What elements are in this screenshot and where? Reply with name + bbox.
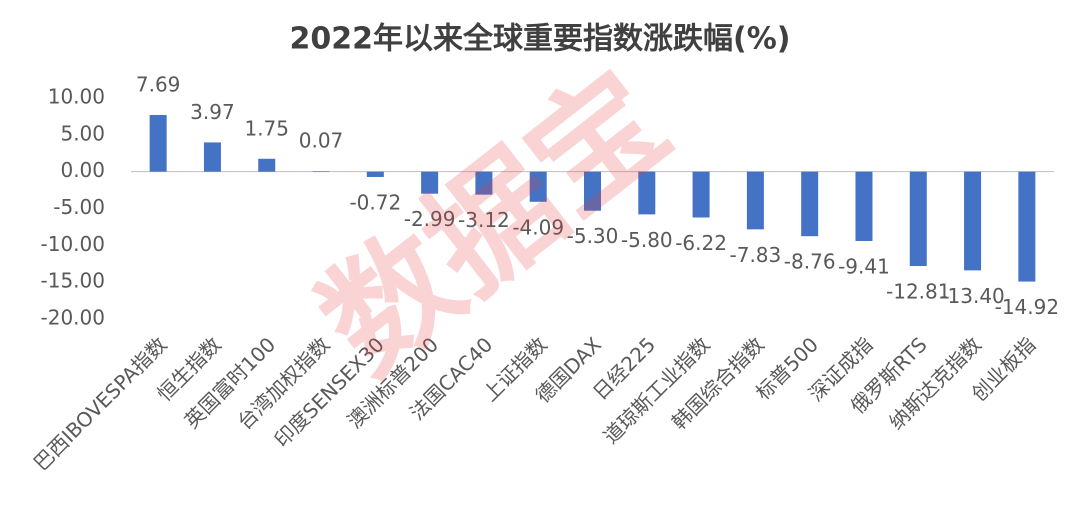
bar xyxy=(421,171,439,194)
value-label: 1.75 xyxy=(244,116,289,140)
y-tick-label: -5.00 xyxy=(53,195,105,219)
bar xyxy=(529,171,547,202)
value-label: -8.76 xyxy=(784,250,836,274)
bar xyxy=(909,171,927,267)
value-label: -2.99 xyxy=(404,207,456,231)
y-tick-label: 10.00 xyxy=(48,85,105,109)
value-label: -9.41 xyxy=(838,254,890,278)
value-label: -7.83 xyxy=(730,243,782,267)
bar xyxy=(1018,171,1036,282)
value-label: 7.69 xyxy=(136,73,181,97)
y-tick-label: 0.00 xyxy=(60,158,105,182)
value-label: -4.09 xyxy=(512,215,564,239)
bar xyxy=(638,171,656,215)
bar xyxy=(855,171,873,241)
bar xyxy=(746,171,764,230)
value-label: -3.12 xyxy=(458,208,510,232)
value-label: 3.97 xyxy=(190,100,235,124)
value-label: 0.07 xyxy=(299,129,344,153)
y-tick-label: 5.00 xyxy=(60,121,105,145)
bar xyxy=(203,142,221,172)
chart-title: 2022年以来全球重要指数涨跌幅(%) xyxy=(290,22,791,57)
bar xyxy=(258,158,276,172)
value-label: -0.72 xyxy=(349,190,401,214)
bar xyxy=(801,171,819,237)
y-tick-label: -20.00 xyxy=(41,306,105,330)
bar xyxy=(964,171,982,271)
bar xyxy=(584,171,601,211)
bar xyxy=(149,115,167,172)
bar xyxy=(475,171,493,195)
bar xyxy=(692,171,710,218)
value-label: -13.40 xyxy=(940,284,1004,308)
bar xyxy=(366,171,384,177)
y-tick-label: -15.00 xyxy=(41,269,105,293)
y-tick-label: -10.00 xyxy=(41,232,105,256)
value-label: -5.30 xyxy=(567,224,619,248)
value-label: -12.81 xyxy=(886,280,950,304)
value-label: -6.22 xyxy=(675,231,727,255)
bar xyxy=(312,171,330,172)
x-tick-label: 巴西IBOVESPA指数 xyxy=(29,332,172,475)
value-label: -5.80 xyxy=(621,228,673,252)
value-label: -14.92 xyxy=(995,295,1059,319)
